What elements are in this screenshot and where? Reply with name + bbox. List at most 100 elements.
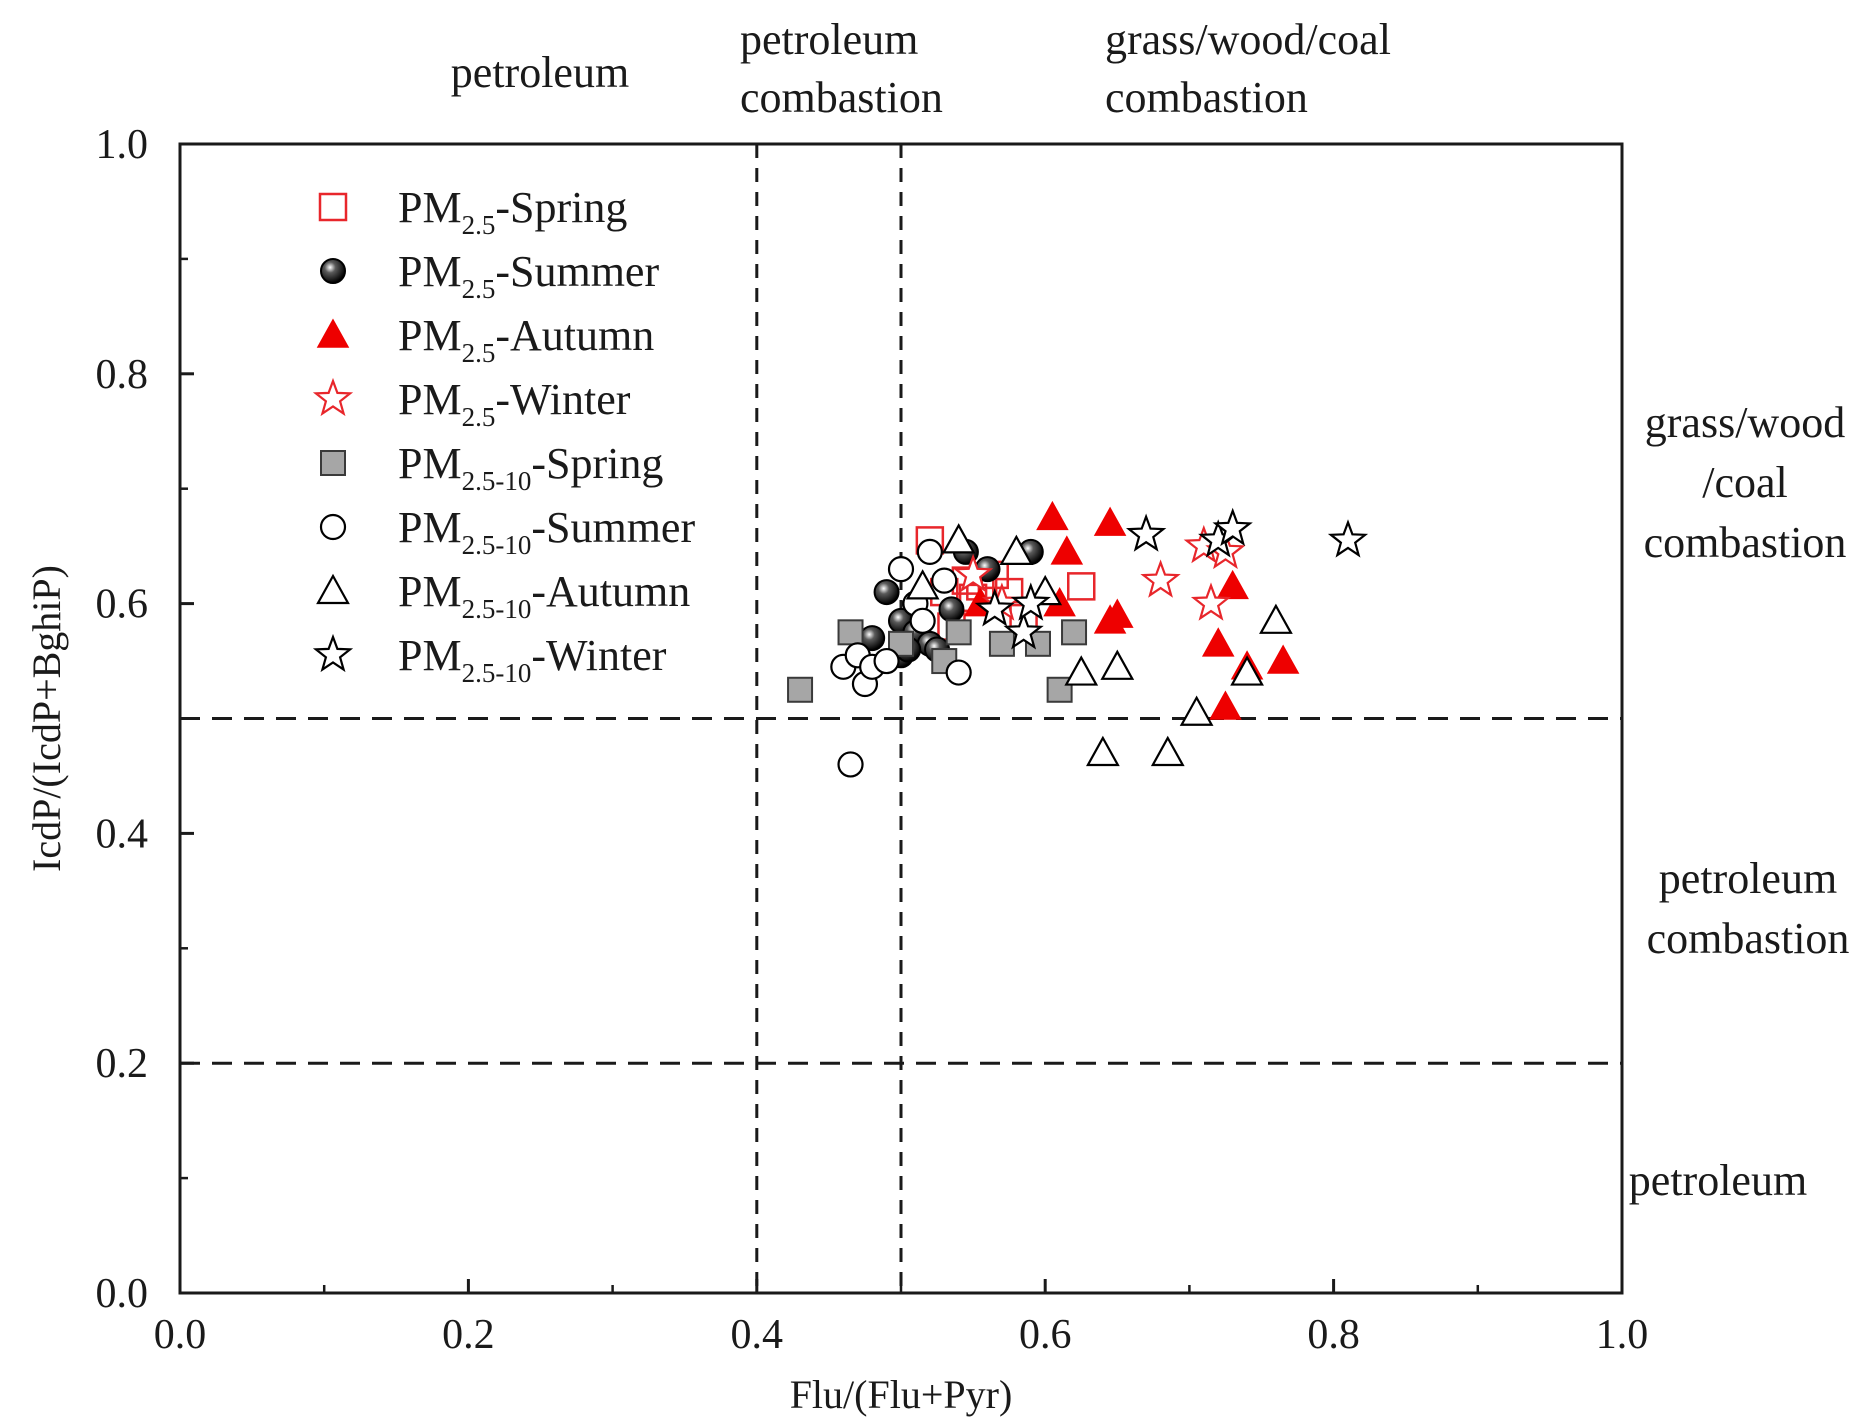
y-tick-label: 0.2 [96, 1041, 149, 1087]
data-point [837, 619, 864, 646]
data-point [1201, 627, 1235, 657]
data-point [1190, 582, 1232, 621]
data-point [931, 567, 958, 594]
legend-marker [319, 513, 347, 541]
legend-entry: PM2.5-Spring [318, 183, 627, 240]
data-point [988, 630, 1015, 657]
legend-marker [320, 450, 346, 476]
data-point [941, 523, 976, 554]
x-tick-label: 0.2 [442, 1312, 495, 1358]
legend-entry: PM2.5-10-Autumn [316, 567, 690, 624]
legend-marker [320, 258, 346, 284]
data-point [945, 659, 972, 686]
legend-marker [316, 573, 350, 605]
data-point [1010, 582, 1051, 621]
x-tick-label: 1.0 [1596, 1312, 1649, 1358]
data-point [1003, 611, 1044, 650]
top-region-label-petroleum-combastion: petroleum [740, 15, 918, 64]
legend: PM2.5-Spring PM2.5-Summer PM2.5-Autumn PM2.… [312, 183, 695, 688]
top-region-label-grass-wood-coal: grass/wood/coal [1105, 15, 1391, 64]
legend-label: PM2.5-10-Summer [398, 503, 695, 560]
data-point [1086, 735, 1120, 767]
x-axis-title: Flu/(Flu+Pyr) [790, 1372, 1013, 1417]
reference-lines [180, 144, 1622, 1293]
data-point [1100, 649, 1135, 680]
data-point [1209, 690, 1242, 720]
top-region-label-petroleum-combastion: combastion [740, 73, 943, 122]
y-axis-title: IcdP/(IcdP+BghiP) [24, 565, 69, 872]
data-point [1061, 619, 1088, 646]
data-point [873, 647, 900, 675]
legend-label: PM2.5-Winter [398, 375, 631, 432]
legend-marker [312, 377, 354, 417]
legend-marker [318, 192, 348, 222]
legend-label: PM2.5-10-Winter [398, 631, 667, 688]
legend-label: PM2.5-Summer [398, 247, 659, 304]
legend-label: PM2.5-10-Spring [398, 439, 663, 496]
data-point [837, 751, 864, 778]
legend-label: PM2.5-Autumn [398, 311, 654, 368]
axes: 0.0 0.2 0.4 0.6 0.8 1.0 0.0 0.2 0.4 0.6 0.8 1.0 Flu/… [24, 122, 1648, 1417]
region-labels: petroleum petroleum combastion grass/wood/c… [451, 15, 1850, 1205]
data-point [1179, 695, 1214, 726]
side-region-label-petroleum: petroleum [1629, 1156, 1807, 1205]
x-tick-label: 0.6 [1019, 1312, 1072, 1358]
y-tick-label: 0.6 [96, 582, 149, 628]
legend-entry: PM2.5-Summer [320, 247, 659, 304]
data-point [999, 534, 1034, 565]
data-point [1093, 506, 1127, 536]
data-point [1140, 559, 1181, 598]
legend-marker [312, 633, 354, 673]
legend-label: PM2.5-10-Autumn [398, 567, 690, 624]
data-point [1067, 572, 1096, 601]
data-point [1230, 655, 1264, 686]
y-tick-label: 1.0 [96, 122, 149, 168]
series-pm2-5-10-summer [830, 538, 972, 778]
y-tick-label: 0.4 [96, 811, 149, 857]
data-point [952, 553, 994, 592]
data-point [938, 596, 965, 623]
x-tick-label: 0.4 [731, 1312, 784, 1358]
legend-entry: PM2.5-10-Spring [320, 439, 663, 496]
data-point [787, 676, 814, 703]
legend-entry: PM2.5-10-Summer [319, 503, 695, 560]
y-tick-label: 0.8 [96, 352, 149, 398]
top-region-label-grass-wood-coal: combastion [1105, 73, 1308, 122]
side-region-label-grass-wood-coal: combastion [1644, 518, 1847, 567]
legend-marker [316, 318, 350, 348]
data-point [887, 556, 915, 583]
data-point [909, 607, 936, 634]
data-point [974, 588, 1015, 627]
side-region-label-petroleum-combastion: petroleum [1659, 854, 1837, 903]
data-point [1064, 655, 1099, 686]
series-pm2-5-autumn [964, 500, 1300, 720]
data-point [1036, 500, 1069, 531]
legend-entry: PM2.5-Autumn [316, 311, 654, 368]
data-marks [787, 500, 1369, 778]
data-point [905, 569, 940, 600]
x-tick-label: 0.0 [154, 1312, 207, 1358]
data-point [1327, 519, 1369, 558]
data-point [1101, 598, 1134, 628]
legend-entry: PM2.5-Winter [312, 375, 631, 432]
data-point [945, 619, 972, 646]
y-tick-label: 0.0 [96, 1271, 149, 1317]
side-region-label-petroleum-combastion: combastion [1647, 914, 1850, 963]
data-point [1150, 735, 1185, 767]
data-point [916, 538, 943, 565]
x-tick-label: 0.8 [1307, 1312, 1360, 1358]
series-pm2-5-10-winter [974, 507, 1369, 650]
data-point [1125, 513, 1167, 552]
data-point [1266, 644, 1300, 674]
data-point [1216, 569, 1249, 600]
side-region-label-grass-wood-coal: /coal [1702, 458, 1788, 507]
data-point [1050, 535, 1084, 565]
side-region-label-grass-wood-coal: grass/wood [1645, 398, 1845, 447]
legend-label: PM2.5-Spring [398, 183, 627, 240]
data-point [1259, 603, 1293, 634]
data-point [873, 579, 900, 606]
data-point [1212, 507, 1253, 547]
top-region-label-petroleum: petroleum [451, 48, 629, 97]
